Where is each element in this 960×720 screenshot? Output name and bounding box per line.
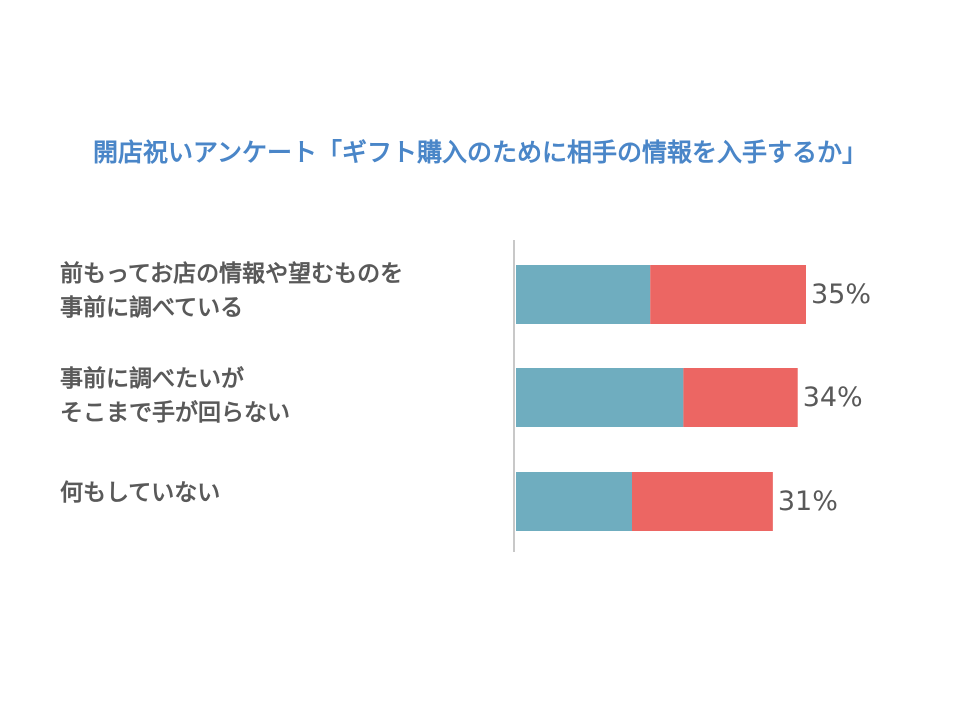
- category-label-2: 事前に調べたいがそこまで手が回らない: [60, 365, 290, 426]
- category-label-1: 前もってお店の情報や望むものを事前に調べている: [60, 260, 403, 321]
- value-label-3: 31%: [778, 486, 838, 517]
- value-label-2: 34%: [803, 382, 863, 413]
- bar-segment-2-1: [516, 368, 684, 427]
- bar-segment-3-1: [516, 472, 632, 531]
- bar-segment-1-1: [516, 265, 651, 324]
- category-label-line: 事前に調べたいが: [60, 365, 244, 392]
- bar-segment-2-2: [683, 368, 798, 427]
- category-label-line: 前もってお店の情報や望むものを: [60, 260, 403, 287]
- category-label-3: 何もしていない: [60, 480, 220, 506]
- bar-segment-3-2: [632, 472, 773, 531]
- value-label-1: 35%: [811, 279, 871, 310]
- category-label-line: そこまで手が回らない: [60, 399, 290, 426]
- labels-layer: 35% 前もってお店の情報や望むものを事前に調べている 34% 事前に調べたいがそこま…: [60, 260, 871, 517]
- bar-segment-1-2: [650, 265, 806, 324]
- chart-title: 開店祝いアンケート「ギフト購入のために相手の情報を入手するか」: [92, 138, 867, 167]
- category-label-line: 事前に調べている: [60, 294, 243, 321]
- bars-layer: [516, 265, 806, 531]
- category-label-line: 何もしていない: [60, 480, 220, 506]
